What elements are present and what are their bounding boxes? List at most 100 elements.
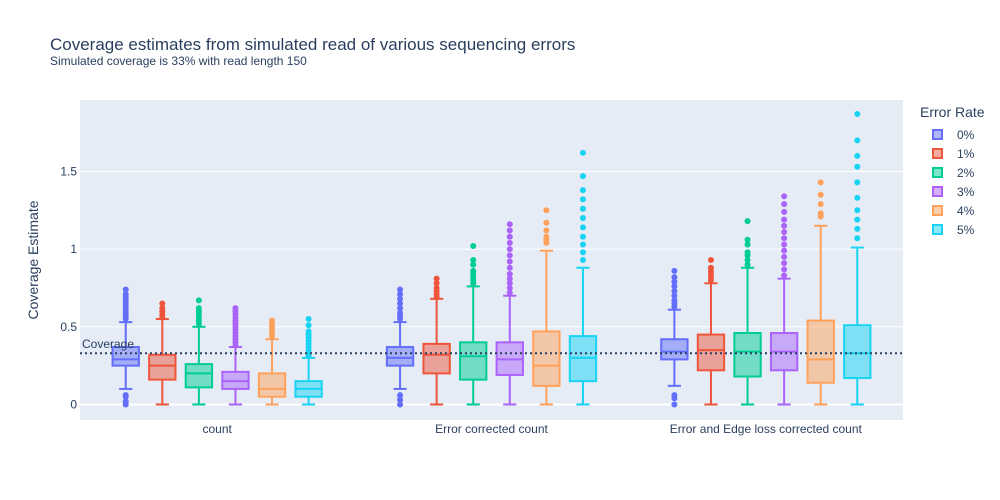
outlier-point (781, 216, 788, 223)
plot-area (80, 100, 903, 420)
legend-label: 2% (957, 165, 975, 180)
box-5pct-1 (568, 149, 598, 406)
outlier-point (817, 201, 824, 208)
outlier-point (854, 179, 861, 186)
box-iqr (660, 338, 689, 361)
box-3pct-1 (495, 221, 524, 406)
box-iqr (385, 345, 415, 367)
x-tick-label: Error and Edge loss corrected count (670, 422, 863, 436)
legend-item[interactable]: 3% (920, 182, 985, 201)
outlier-point (854, 207, 861, 214)
box-iqr (148, 353, 177, 381)
outlier-point (122, 392, 129, 399)
outlier-point (470, 243, 477, 250)
outlier-point (506, 227, 513, 234)
legend: Error Rate 0% 1% 2% 3% 4% 5% (920, 104, 985, 239)
outlier-point (781, 260, 788, 267)
outlier-point (232, 305, 239, 312)
outlier-point (397, 295, 404, 302)
chart-title: Coverage estimates from simulated read o… (50, 35, 576, 54)
legend-title: Error Rate (920, 104, 985, 120)
box-0pct-0 (111, 286, 140, 408)
outlier-point (854, 163, 861, 170)
outlier-point (543, 219, 550, 226)
outlier-point (543, 227, 550, 234)
legend-swatch (932, 167, 943, 178)
box-iqr (184, 363, 214, 389)
outlier-point (506, 264, 513, 271)
legend-label: 5% (957, 222, 975, 237)
legend-item[interactable]: 2% (920, 163, 985, 182)
box-iqr (257, 372, 287, 398)
outlier-point (781, 272, 788, 279)
legend-item[interactable]: 4% (920, 201, 985, 220)
outlier-point (781, 253, 788, 260)
outlier-point (195, 297, 202, 304)
box-4pct-2 (806, 179, 835, 406)
outlier-point (781, 247, 788, 254)
legend-swatch (932, 129, 943, 140)
outlier-point (506, 270, 513, 277)
outlier-point (671, 278, 678, 285)
legend-item[interactable]: 0% (920, 125, 985, 144)
outlier-point (579, 215, 586, 222)
outlier-point (579, 149, 586, 156)
outlier-point (305, 316, 312, 323)
box-iqr (532, 330, 561, 387)
outlier-point (433, 275, 440, 282)
outlier-point (506, 280, 513, 287)
outlier-point (854, 235, 861, 242)
outlier-point (506, 275, 513, 282)
box-3pct-2 (769, 193, 799, 406)
y-tick-label: 0.5 (60, 320, 77, 334)
outlier-point (195, 305, 202, 312)
outlier-point (744, 261, 751, 268)
outlier-point (122, 291, 129, 298)
outlier-point (744, 249, 751, 256)
outlier-point (579, 257, 586, 263)
outlier-point (159, 300, 166, 307)
outlier-point (854, 194, 861, 201)
x-tick-label: Error corrected count (435, 422, 548, 436)
outlier-point (744, 218, 751, 225)
outlier-point (854, 152, 861, 159)
outlier-point (671, 297, 678, 304)
box-5pct-0 (294, 316, 323, 406)
outlier-point (579, 233, 586, 240)
y-tick-label: 1.5 (60, 164, 77, 178)
outlier-point (707, 264, 714, 271)
outlier-point (397, 305, 404, 312)
box-iqr (459, 341, 488, 381)
outlier-point (506, 239, 513, 246)
box-2pct-1 (459, 243, 488, 406)
box-0pct-2 (660, 267, 689, 408)
outlier-point (671, 283, 678, 290)
outlier-point (854, 137, 861, 144)
box-4pct-0 (257, 317, 287, 406)
outlier-point (470, 261, 477, 268)
outlier-point (506, 284, 513, 291)
outlier-point (397, 286, 404, 293)
outlier-point (159, 305, 166, 312)
box-0pct-1 (385, 286, 415, 408)
legend-label: 0% (957, 127, 975, 142)
outlier-point (506, 289, 513, 296)
outlier-point (781, 241, 788, 248)
outlier-point (671, 288, 678, 295)
box-1pct-0 (148, 300, 177, 406)
outlier-point (781, 229, 788, 236)
legend-item[interactable]: 1% (920, 144, 985, 163)
outlier-point (671, 267, 678, 274)
legend-item[interactable]: 5% (920, 220, 985, 239)
outlier-point (854, 225, 861, 232)
outlier-point (305, 322, 312, 329)
outlier-point (817, 210, 824, 217)
legend-label: 1% (957, 146, 975, 161)
x-tick-label: count (202, 422, 232, 436)
y-tick-label: 1 (70, 242, 77, 256)
outlier-point (397, 309, 404, 316)
y-axis-label: Coverage Estimate (25, 200, 41, 319)
outlier-point (671, 274, 678, 281)
y-tick-label: 0 (70, 397, 77, 411)
